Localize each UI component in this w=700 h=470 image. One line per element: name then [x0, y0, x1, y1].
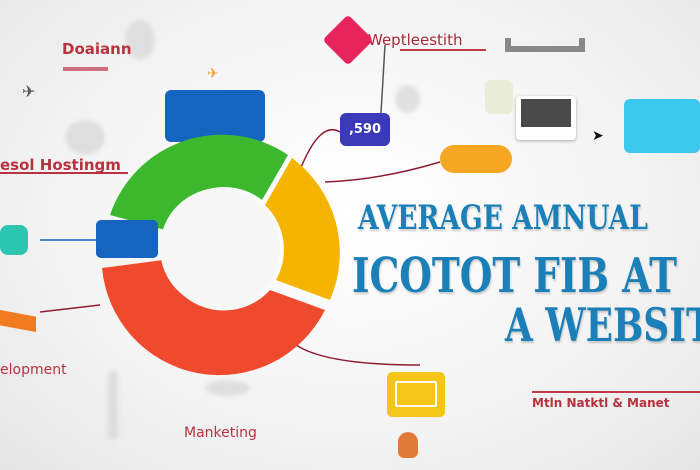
price-badge: ,590	[340, 113, 390, 146]
donut-hole	[160, 188, 280, 308]
cyan-card-icon	[624, 99, 700, 153]
price-badge-text: ,590	[348, 122, 382, 137]
label-marketing: Manketing	[184, 425, 257, 441]
cursor-icon: ➤	[592, 128, 604, 144]
plant-icon	[485, 80, 513, 114]
title-line-2: ICOTOT FIB AT	[352, 248, 677, 304]
label-development: elopment	[0, 362, 67, 378]
decorative-splash	[125, 20, 155, 60]
monitor-icon	[387, 372, 445, 417]
decorative-splash	[108, 370, 118, 440]
decorative-splash	[395, 85, 420, 113]
connector-line	[324, 161, 441, 183]
label-domain: Doaiann	[62, 40, 132, 58]
label-hosting: esol Hostingm	[0, 156, 121, 174]
label-maintenance: Mtln Natktl & Manet	[532, 396, 670, 410]
connector-line	[0, 172, 128, 174]
orange-flag-icon	[0, 310, 36, 332]
donut-segment-yellow	[265, 158, 340, 300]
donut-segment-red	[102, 260, 325, 376]
teal-icon	[0, 225, 28, 255]
blue-side-tab	[96, 220, 158, 258]
person-icon	[398, 432, 418, 458]
label-domain-sub	[63, 67, 108, 71]
label-website: Weptleestith	[368, 31, 463, 49]
decorative-splash	[65, 120, 105, 155]
title-line-1: AVERAGE AMNUAL	[358, 198, 648, 238]
laptop-icon	[516, 96, 576, 140]
orange-cloud-icon	[440, 145, 512, 173]
connector-line	[299, 128, 341, 171]
bird-icon: ✈	[207, 66, 219, 82]
connector-line	[400, 49, 486, 51]
donut-segment-green	[110, 134, 288, 230]
connector-line	[532, 391, 700, 393]
title-line-3: A WEBSIT	[505, 298, 700, 352]
connector-line	[289, 339, 421, 366]
bracket-icon	[505, 38, 585, 52]
decorative-splash	[205, 380, 250, 396]
connector-line	[39, 304, 101, 313]
blue-top-block	[165, 90, 265, 142]
plane-icon: ✈	[22, 82, 36, 101]
